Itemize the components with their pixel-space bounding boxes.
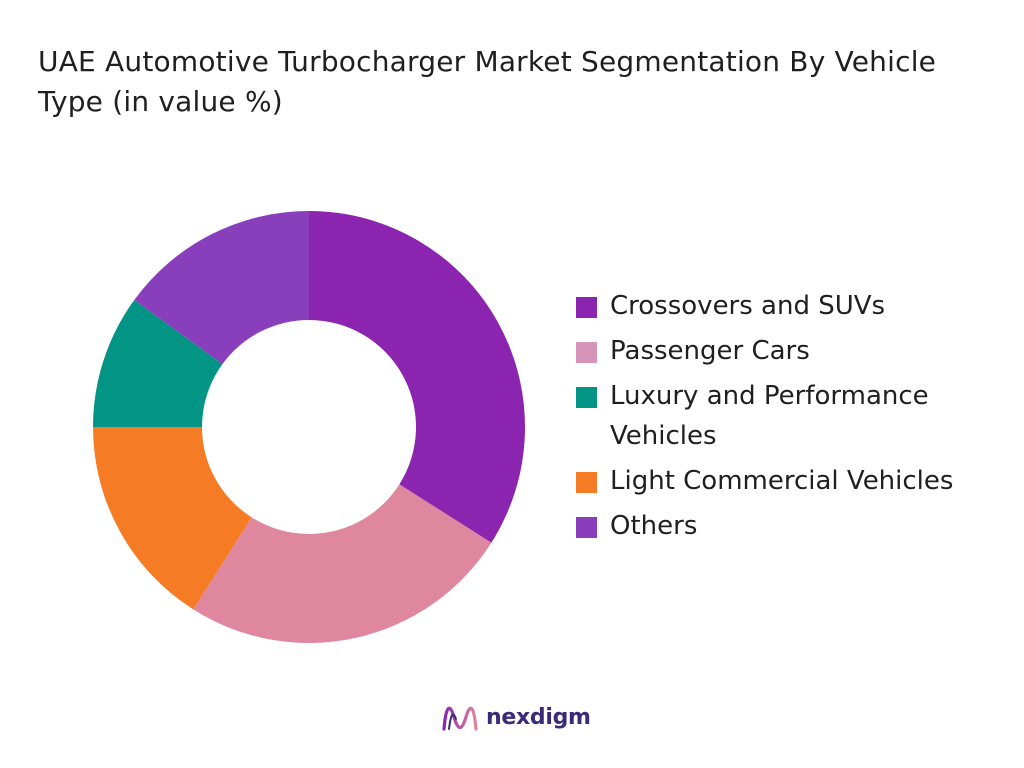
chart-legend: Crossovers and SUVs Passenger Cars Luxur… <box>576 286 1016 551</box>
legend-item-luxury-performance: Luxury and Performance Vehicles <box>576 376 1016 456</box>
legend-swatch <box>576 387 597 408</box>
legend-label: Light Commercial Vehicles <box>610 466 954 496</box>
legend-item-crossovers-suvs: Crossovers and SUVs <box>576 286 1016 326</box>
legend-swatch <box>576 297 597 318</box>
legend-label: Others <box>610 511 698 541</box>
legend-label: Passenger Cars <box>610 336 810 366</box>
donut-slice-light-commercial-vehicles <box>93 427 252 610</box>
legend-label: Crossovers and SUVs <box>610 291 886 321</box>
nexdigm-wave-logo-icon <box>442 706 478 731</box>
chart-title: UAE Automotive Turbocharger Market Segme… <box>38 45 937 118</box>
legend-swatch <box>576 472 597 493</box>
donut-slice-luxury-and-performance-vehicles <box>93 300 223 427</box>
donut-slice-crossovers-and-suvs <box>309 211 525 543</box>
brand-logo: nexdigm <box>440 697 591 737</box>
legend-item-passenger-cars: Passenger Cars <box>576 331 1016 371</box>
brand-name: nexdigm <box>486 704 591 730</box>
donut-slice-others <box>134 211 309 365</box>
legend-label: Luxury and Performance Vehicles <box>610 381 929 451</box>
legend-item-light-commercial: Light Commercial Vehicles <box>576 461 1016 501</box>
legend-item-others: Others <box>576 506 1016 546</box>
donut-slice-passenger-cars <box>193 484 492 643</box>
legend-swatch <box>576 517 597 538</box>
legend-swatch <box>576 342 597 363</box>
